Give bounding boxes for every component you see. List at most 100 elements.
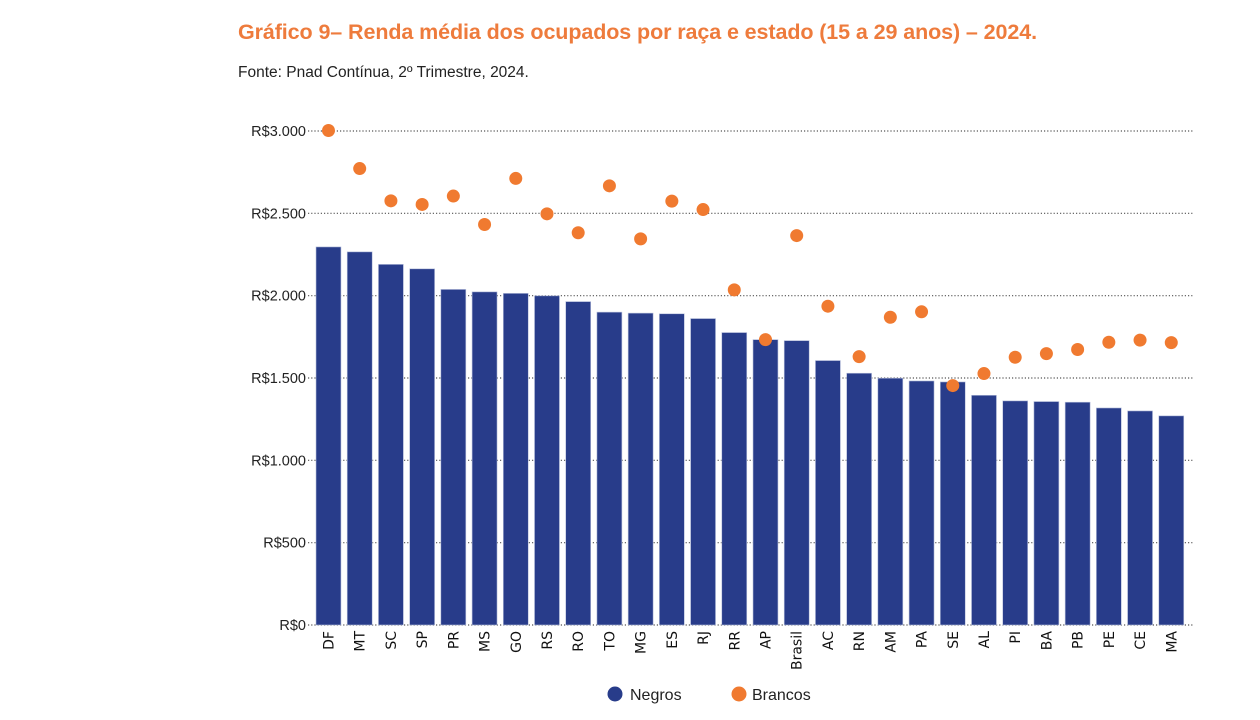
- dot-brancos-rr: [727, 283, 741, 297]
- bar-negros-rn: [846, 372, 872, 626]
- x-tick-label: PR: [446, 631, 462, 649]
- bar-negros-sc: [378, 264, 404, 626]
- dot-brancos-df: [321, 124, 335, 138]
- y-tick-label: R$500: [263, 536, 306, 552]
- x-tick-label: AL: [977, 631, 993, 649]
- x-tick-label: MS: [478, 631, 494, 652]
- bar-negros-rj: [690, 318, 716, 626]
- x-tick-label: RJ: [696, 631, 712, 645]
- dot-brancos-ma: [1164, 336, 1178, 350]
- dot-brancos-rj: [696, 203, 710, 217]
- x-tick-label: PI: [1008, 631, 1024, 644]
- dot-brancos-al: [977, 367, 991, 381]
- x-tick-label: AC: [821, 631, 837, 650]
- x-tick-label: SC: [384, 631, 400, 650]
- bar-negros-brasil: [783, 340, 810, 626]
- dot-brancos-mg: [634, 232, 648, 246]
- dot-brancos-to: [602, 179, 616, 193]
- legend: Negros Brancos: [607, 686, 811, 704]
- bar-negros-df: [315, 246, 342, 626]
- bar-negros-mt: [346, 251, 373, 626]
- bar-negros-pr: [440, 289, 467, 626]
- x-tick-label: AP: [758, 631, 774, 649]
- dot-brancos-es: [665, 194, 679, 208]
- x-tick-label: RR: [727, 631, 743, 651]
- x-tick-label: MG: [634, 631, 650, 654]
- bar-negros-ac: [815, 360, 841, 626]
- dot-brancos-sp: [415, 197, 429, 211]
- legend-negros-label: Negros: [630, 687, 682, 704]
- bar-negros-ro: [565, 301, 591, 626]
- y-tick-label: R$1.000: [251, 453, 306, 469]
- dot-brancos-pb: [1071, 343, 1085, 357]
- legend-negros-swatch: [607, 686, 623, 702]
- x-tick-label: RN: [852, 631, 868, 651]
- bar-negros-to: [596, 311, 623, 626]
- x-tick-label: ES: [665, 631, 681, 649]
- x-tick-label: CE: [1133, 631, 1149, 650]
- dot-brancos-sc: [384, 194, 398, 208]
- x-tick-label: AM: [883, 631, 899, 653]
- legend-brancos-swatch: [731, 686, 747, 702]
- bar-negros-pi: [1002, 400, 1028, 626]
- y-tick-label: R$2.500: [251, 206, 306, 222]
- bars-negros: [315, 246, 1185, 626]
- x-axis-labels: DF MT SC SP PR MS GO RS RO TO MG ES RJ RR AP Brasil AC RN…: [321, 631, 1180, 670]
- bar-negros-am: [877, 377, 904, 626]
- dot-brancos-go: [509, 171, 523, 185]
- y-tick-label: R$3.000: [251, 124, 306, 140]
- x-tick-label: RS: [540, 631, 556, 650]
- x-tick-label: SP: [415, 631, 431, 648]
- x-tick-label: PE: [1102, 631, 1118, 648]
- dot-brancos-mt: [353, 162, 367, 176]
- bar-negros-sp: [409, 268, 435, 626]
- bar-negros-ce: [1127, 410, 1153, 626]
- bar-negros-ms: [471, 291, 498, 626]
- chart-source: Fonte: Pnad Contínua, 2º Trimestre, 2024…: [238, 64, 529, 81]
- dot-brancos-rs: [540, 207, 554, 221]
- bar-negros-se: [939, 381, 966, 626]
- x-tick-label: GO: [509, 631, 525, 653]
- y-tick-label: R$2.000: [251, 289, 306, 305]
- bar-negros-pa: [908, 380, 935, 626]
- bar-negros-rr: [721, 332, 748, 626]
- dot-brancos-ac: [821, 299, 835, 313]
- bar-negros-es: [659, 313, 685, 626]
- bar-negros-ma: [1158, 415, 1185, 626]
- bar-negros-ba: [1033, 401, 1060, 626]
- bar-negros-pe: [1096, 407, 1122, 626]
- x-tick-label: MA: [1164, 631, 1180, 653]
- bar-negros-al: [971, 394, 997, 626]
- dot-brancos-ro: [571, 226, 585, 240]
- bar-negros-pb: [1064, 401, 1091, 626]
- x-tick-label: RO: [571, 631, 587, 652]
- bar-negros-go: [502, 293, 529, 626]
- dot-brancos-am: [883, 310, 897, 324]
- dot-brancos-pi: [1008, 350, 1022, 364]
- x-tick-label: PB: [1071, 631, 1087, 649]
- x-tick-label: TO: [602, 631, 618, 652]
- x-tick-label: PA: [915, 631, 931, 649]
- bar-negros-mg: [627, 312, 654, 626]
- x-tick-label: SE: [946, 631, 962, 649]
- dot-brancos-ms: [478, 218, 492, 232]
- dot-brancos-ap: [758, 333, 772, 347]
- dot-brancos-ba: [1039, 347, 1053, 361]
- y-tick-label: R$0: [279, 618, 306, 634]
- dot-brancos-brasil: [790, 229, 804, 243]
- y-axis-ticks: R$0 R$500 R$1.000 R$1.500 R$2.000 R$2.500 R$3.…: [251, 124, 306, 634]
- dot-brancos-pa: [915, 305, 929, 319]
- x-tick-label: Brasil: [790, 631, 806, 670]
- dot-brancos-pr: [446, 189, 460, 203]
- bar-negros-ap: [752, 339, 779, 626]
- dot-brancos-pe: [1102, 335, 1116, 349]
- x-tick-label: MT: [353, 631, 369, 652]
- legend-brancos-label: Brancos: [752, 687, 811, 704]
- x-tick-label: BA: [1039, 631, 1055, 651]
- y-tick-label: R$1.500: [251, 371, 306, 387]
- chart-title: Gráfico 9– Renda média dos ocupados por …: [238, 20, 1037, 44]
- dot-brancos-se: [946, 379, 960, 393]
- x-tick-label: DF: [321, 631, 337, 650]
- dots-brancos: [321, 124, 1178, 393]
